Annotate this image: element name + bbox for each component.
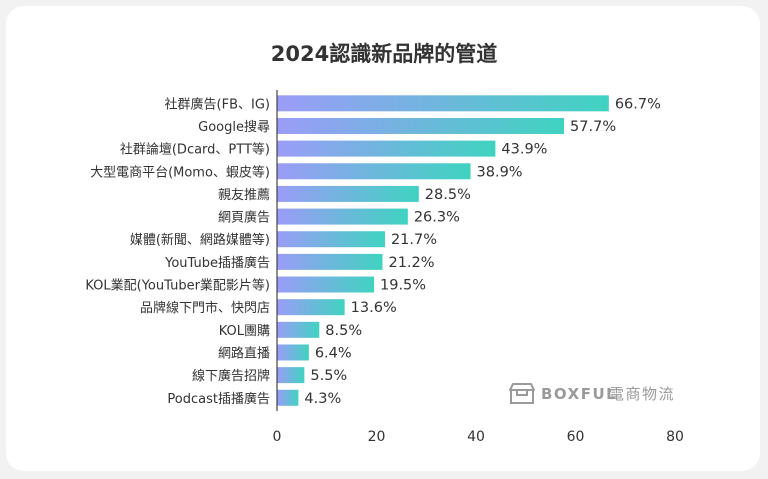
category-label: Google搜尋 xyxy=(198,120,270,135)
value-label: 66.7% xyxy=(615,96,661,112)
value-label: 21.2% xyxy=(388,255,434,271)
bar xyxy=(277,185,419,202)
bar xyxy=(277,95,609,112)
category-label: 網路直播 xyxy=(218,345,270,361)
x-tick-label: 0 xyxy=(273,429,282,445)
box-icon xyxy=(509,383,535,404)
category-label: 線下廣告招牌 xyxy=(192,368,270,384)
category-label: KOL團購 xyxy=(219,324,270,339)
bar xyxy=(277,321,320,338)
category-label: 品牌線下門市、快閃店 xyxy=(140,300,270,316)
bar xyxy=(277,276,375,293)
category-label: 社群廣告(FB、IG) xyxy=(165,96,270,112)
value-label: 26.3% xyxy=(414,210,460,226)
bar xyxy=(277,117,565,134)
watermark-brand: BOXFUL xyxy=(541,385,617,403)
bar xyxy=(277,344,309,361)
x-tick-label: 60 xyxy=(567,429,585,445)
value-label: 6.4% xyxy=(315,345,352,361)
value-label: 38.9% xyxy=(477,164,523,180)
category-label: 大型電商平台(Momo、蝦皮等) xyxy=(90,164,270,180)
category-label: 親友推薦 xyxy=(218,187,270,203)
bar xyxy=(277,208,408,225)
bar xyxy=(277,231,385,248)
category-label: KOL業配(YouTuber業配影片等) xyxy=(85,278,270,294)
x-tick-label: 40 xyxy=(467,429,485,445)
bar xyxy=(277,140,496,157)
watermark-suffix: 電商物流 xyxy=(609,385,675,403)
category-label: Podcast插播廣告 xyxy=(167,392,270,407)
value-label: 21.7% xyxy=(391,232,437,248)
value-label: 4.3% xyxy=(304,391,341,407)
value-label: 57.7% xyxy=(570,119,616,135)
category-label: YouTube插播廣告 xyxy=(164,256,270,271)
bars-layer: 社群廣告(FB、IG) 66.7% Google搜尋 57.7% 社群論壇(Dcard、… xyxy=(85,95,661,407)
category-label: 社群論壇(Dcard、PTT等) xyxy=(120,142,270,158)
bar xyxy=(277,389,299,406)
watermark: BOXFUL 電商物流 xyxy=(509,383,675,404)
x-tick-label: 20 xyxy=(368,429,386,445)
value-label: 28.5% xyxy=(425,187,471,203)
value-label: 19.5% xyxy=(380,278,426,294)
bar xyxy=(277,367,305,384)
x-tick-label: 80 xyxy=(666,429,684,445)
category-label: 媒體(新聞、網路媒體等) xyxy=(130,232,270,248)
value-label: 43.9% xyxy=(501,142,547,158)
value-label: 8.5% xyxy=(325,323,362,339)
category-label: 網頁廣告 xyxy=(218,211,270,226)
x-axis: 0 20 40 60 80 xyxy=(273,90,684,445)
chart-title: 2024認識新品牌的管道 xyxy=(270,42,498,66)
bar xyxy=(277,253,383,270)
value-label: 5.5% xyxy=(310,368,347,384)
bar xyxy=(277,299,345,316)
value-label: 13.6% xyxy=(351,300,397,316)
bar xyxy=(277,163,471,180)
